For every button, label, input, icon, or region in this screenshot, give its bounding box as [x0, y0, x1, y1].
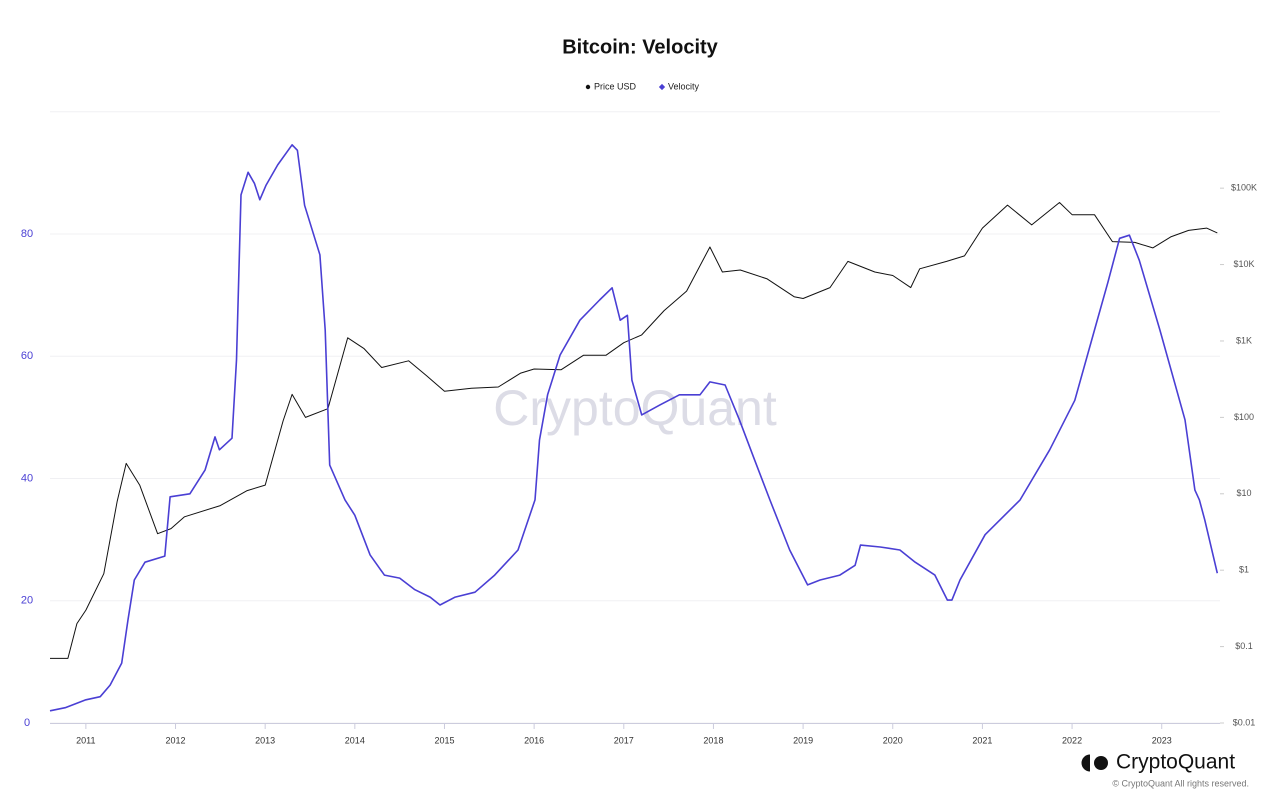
- y2-tick-label: $1K: [1236, 335, 1252, 345]
- brand-logo: [1081, 754, 1108, 772]
- legend-marker: [585, 84, 591, 90]
- brand-name: CryptoQuant: [1116, 751, 1235, 774]
- y-tick-label: 20: [21, 595, 33, 607]
- y2-tick-label: $10: [1236, 488, 1251, 498]
- legend-label: Velocity: [668, 81, 700, 91]
- y-tick-label: 60: [21, 350, 33, 362]
- y2-tick-label: $100: [1234, 412, 1254, 422]
- x-tick-label: 2018: [703, 735, 723, 745]
- y2-tick-label: $1: [1239, 565, 1249, 575]
- logo-dot: [1094, 756, 1108, 770]
- x-tick-label: 2016: [524, 735, 544, 745]
- x-tick-label: 2014: [345, 735, 365, 745]
- chart-title: Bitcoin: Velocity: [562, 36, 718, 58]
- x-tick-label: 2022: [1062, 735, 1082, 745]
- y2-tick-label: $0.01: [1233, 717, 1256, 727]
- series-line: [49, 144, 1219, 712]
- x-tick-label: 2015: [434, 735, 454, 745]
- x-tick-label: 2021: [972, 735, 992, 745]
- x-tick-label: 2017: [614, 735, 634, 745]
- y2-tick-label: $10K: [1233, 259, 1254, 269]
- x-tick-label: 2023: [1152, 735, 1172, 745]
- y-tick-label: 0: [24, 717, 30, 729]
- legend-label: Price USD: [594, 81, 637, 91]
- x-tick-label: 2011: [76, 735, 95, 745]
- series-line: [50, 202, 1218, 659]
- y2-tick-label: $100K: [1231, 183, 1257, 193]
- x-tick-label: 2020: [883, 735, 903, 745]
- y-tick-label: 80: [21, 228, 33, 240]
- y2-tick-label: $0.1: [1235, 641, 1253, 651]
- copyright: © CryptoQuant All rights reserved.: [1112, 778, 1249, 788]
- x-tick-label: 2013: [255, 735, 275, 745]
- y-tick-label: 40: [21, 472, 33, 484]
- x-tick-label: 2012: [166, 735, 186, 745]
- x-tick-label: 2019: [793, 735, 813, 745]
